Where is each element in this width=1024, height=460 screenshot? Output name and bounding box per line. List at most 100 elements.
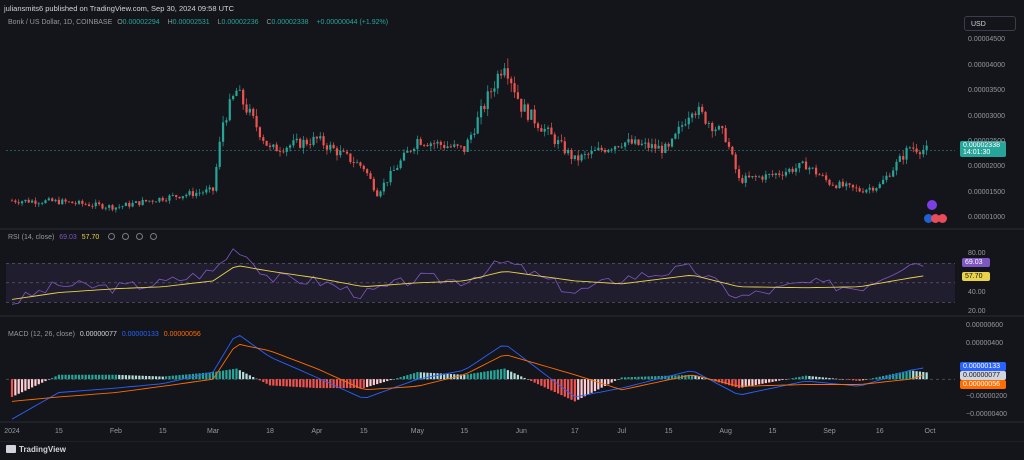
macd-hist-bar (101, 374, 104, 380)
candle-body (248, 108, 251, 113)
hide-icon[interactable] (108, 233, 116, 240)
us-flag-icon[interactable] (924, 214, 933, 223)
candle-body (851, 184, 855, 188)
candle-body (268, 145, 272, 148)
candle-body (376, 190, 379, 197)
macd-hist-bar (536, 379, 540, 385)
candle-body (771, 173, 774, 176)
candle-body (493, 88, 496, 92)
macd-hist-bar (798, 376, 801, 380)
candle-body (175, 195, 178, 197)
candle-body (607, 149, 610, 153)
macd-hist-bar (171, 375, 174, 380)
macd-hist-bar (804, 375, 808, 380)
lightning-icon[interactable] (927, 200, 937, 210)
macd-hist-bar (439, 373, 442, 380)
candle-body (64, 199, 67, 202)
price-tick-label: 0.00004000 (968, 61, 1005, 69)
macd-hist-bar (590, 379, 593, 393)
high-label: H (167, 19, 173, 26)
candle-body (808, 167, 811, 170)
macd-hist-bar (426, 372, 429, 380)
price-tick-label: 0.00002500 (968, 138, 1005, 145)
currency-button[interactable]: USD (964, 16, 1016, 31)
candle-body (87, 204, 91, 207)
macd-hist-bar (613, 379, 617, 381)
candle-body (667, 143, 670, 147)
candle-body (389, 170, 392, 183)
candle-body (211, 187, 215, 191)
candle-body (362, 165, 365, 170)
macd-hist-bar (624, 377, 627, 380)
candle-body (208, 187, 211, 190)
open-value: 0.00002294 (122, 19, 160, 26)
candle-body (319, 136, 322, 139)
candle-body (711, 122, 714, 132)
macd-hist-bar (925, 372, 928, 380)
candle-body (523, 104, 526, 112)
macd-hist-bar (620, 377, 623, 380)
candle-body (734, 154, 737, 170)
candle-body (647, 142, 650, 148)
brand-label: TradingView (19, 445, 66, 454)
macd-hist-bar (84, 374, 87, 380)
macd-hist-bar (915, 371, 918, 380)
candle-body (563, 141, 566, 154)
macd-hist-bar (479, 372, 483, 380)
tradingview-logo[interactable]: TradingView (6, 445, 66, 454)
candle-body (570, 150, 573, 160)
candle-body (235, 90, 238, 97)
candle-body (925, 145, 928, 150)
macd-hist-bar (650, 376, 654, 380)
candle-body (704, 111, 707, 124)
macd-hist-bar (198, 373, 201, 380)
macd-hist-bar (359, 379, 362, 389)
candle-body (640, 143, 643, 145)
candle-body (131, 202, 134, 207)
macd-hist-bar (841, 379, 844, 380)
macd-hist-bar (275, 379, 278, 386)
macd-hist-bar (674, 375, 677, 380)
macd-hist-bar (603, 379, 607, 386)
candle-body (845, 183, 848, 187)
settings-icon[interactable] (122, 233, 130, 240)
macd-hist-bar (124, 375, 128, 380)
macd-hist-bar (111, 374, 114, 380)
event-flag-icon[interactable] (931, 214, 940, 223)
candle-body (272, 144, 275, 148)
change-value: +0.00000044 (+1.92%) (316, 19, 389, 26)
macd-hist-bar (831, 378, 834, 380)
macd-hist-bar (684, 375, 687, 380)
macd-hist-bar (285, 379, 288, 387)
high-value: 0.00002531 (172, 19, 210, 26)
macd-hist-bar (309, 379, 312, 388)
candle-body (798, 162, 801, 169)
candle-body (540, 128, 543, 132)
source-icon[interactable] (136, 233, 144, 240)
candle-body (791, 168, 794, 172)
candle-body (801, 161, 804, 163)
macd-hist-bar (691, 374, 694, 380)
macd-hist-bar (724, 379, 727, 385)
candle-body (774, 173, 777, 176)
macd-hist-bar (151, 376, 154, 380)
macd-hist-bar (500, 369, 503, 380)
macd-hist-bar (252, 376, 255, 380)
candle-body (57, 199, 61, 205)
candle-body (17, 202, 20, 204)
candle-body (111, 205, 114, 210)
macd-hist-bar (754, 379, 757, 385)
macd-hist-bar (87, 374, 91, 380)
macd-hist-bar (895, 373, 898, 380)
macd-hist-bar (41, 379, 44, 383)
candle-body (657, 145, 660, 149)
candle-body (513, 83, 516, 93)
event-flag-icon-2[interactable] (938, 214, 947, 223)
macd-hist-bar (821, 377, 824, 380)
macd-hist-bar (510, 371, 513, 380)
macd-hist-bar (493, 370, 496, 380)
more-icon[interactable] (150, 233, 158, 240)
macd-hist-bar (734, 379, 737, 388)
candle-body (406, 150, 409, 153)
